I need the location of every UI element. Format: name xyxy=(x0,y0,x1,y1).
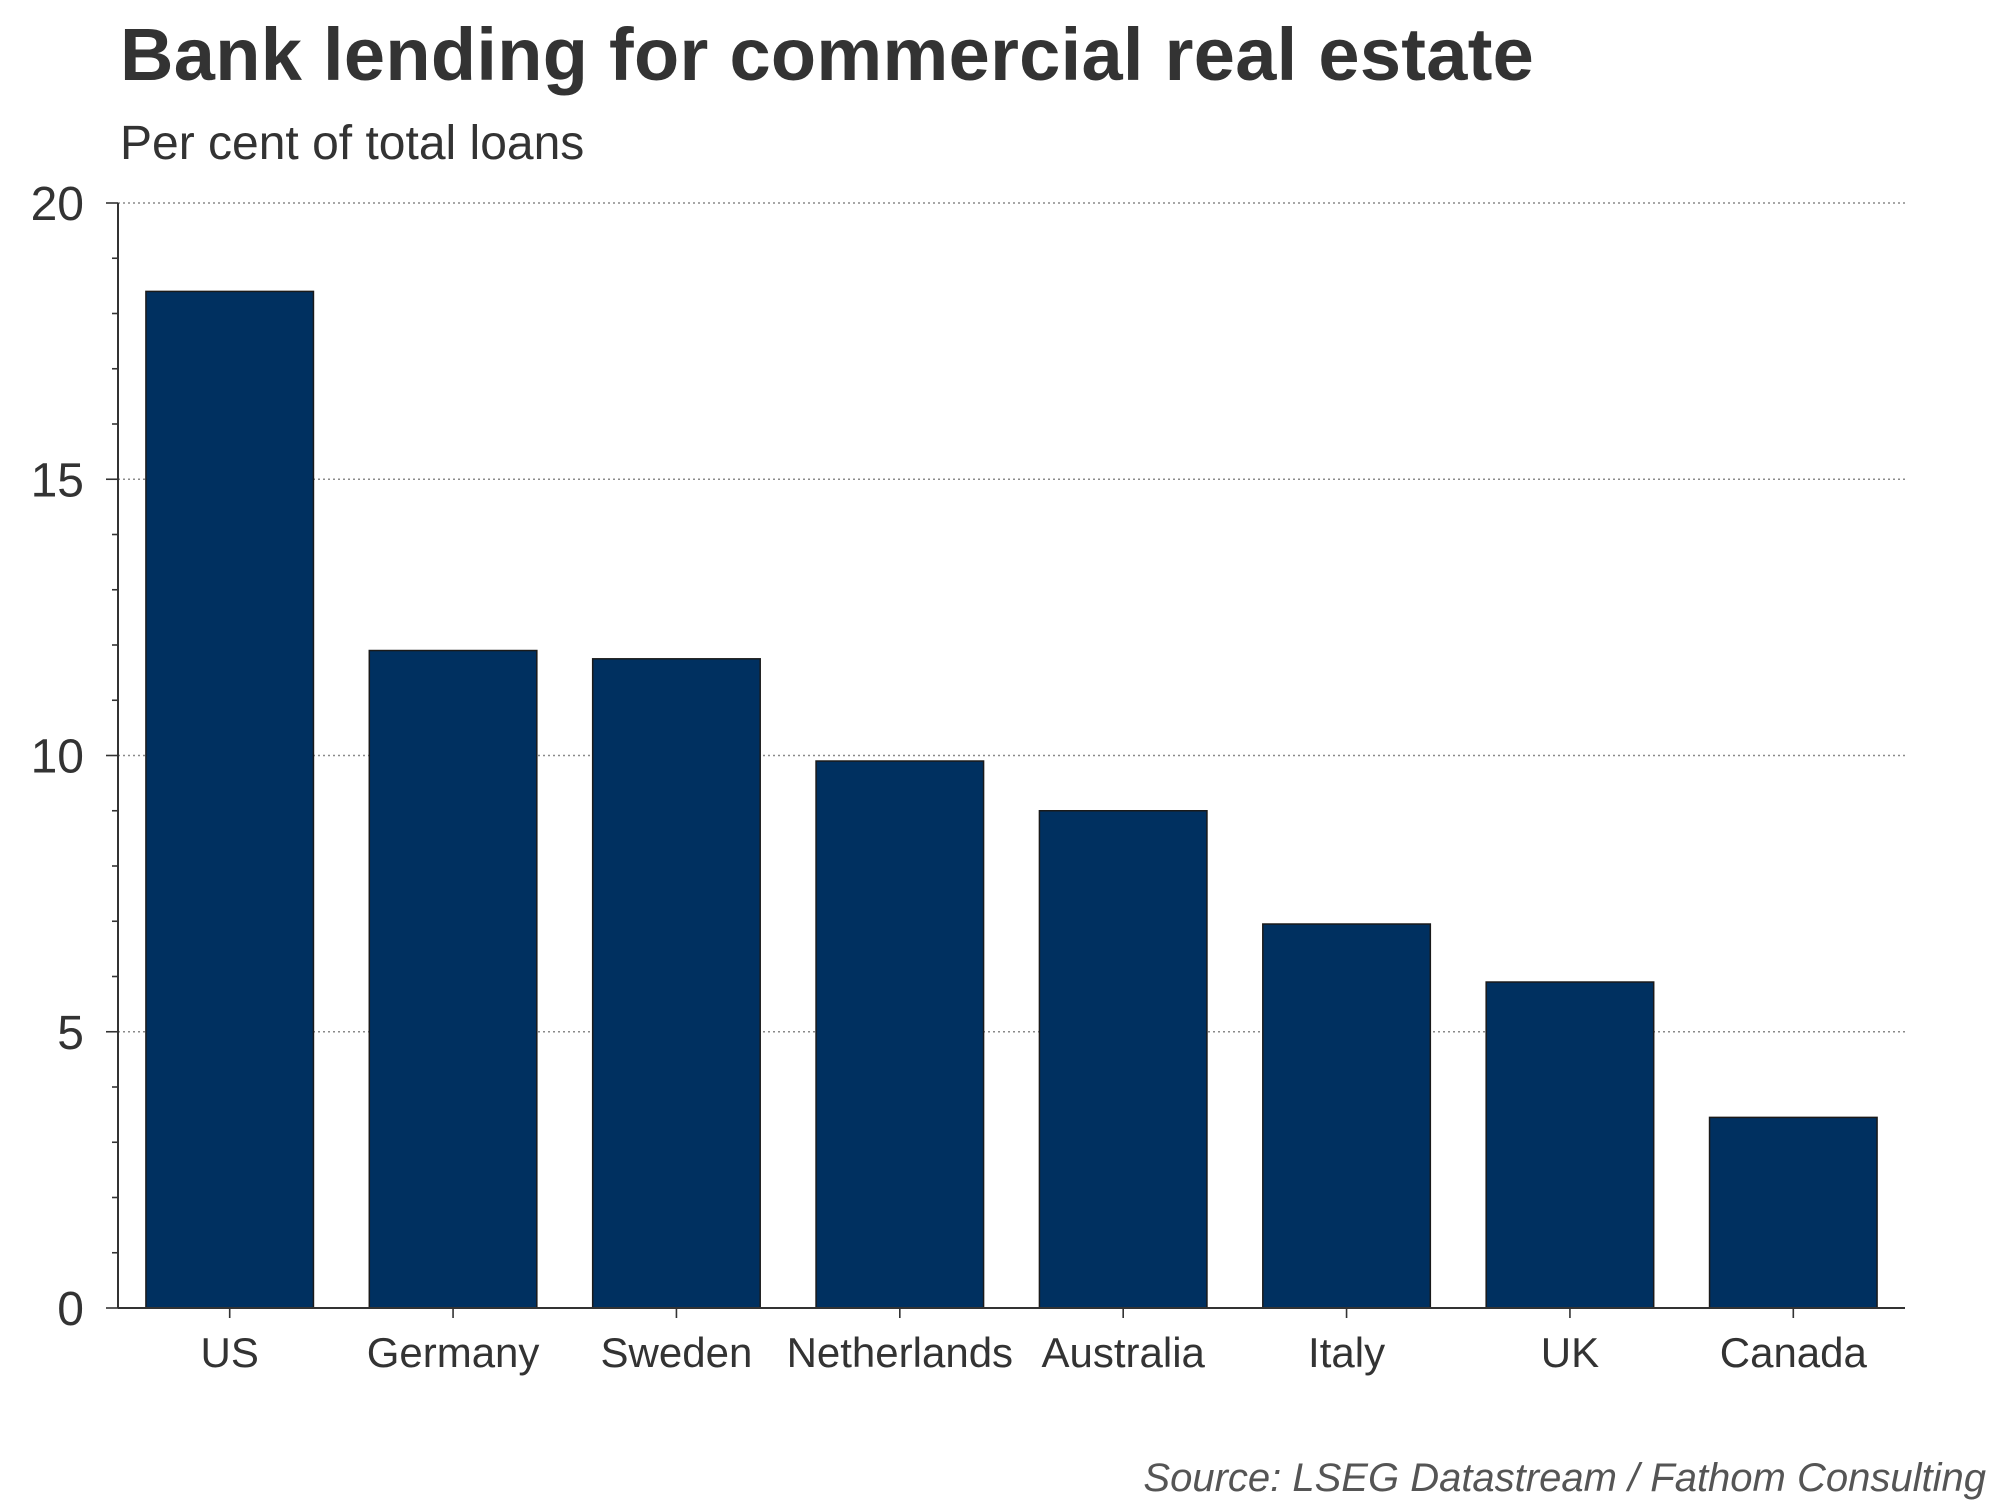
bar-uk xyxy=(1485,981,1655,1309)
y-tick-labels: 0 5 10 15 20 xyxy=(31,178,84,1336)
bar-germany xyxy=(368,649,538,1309)
x-tick-label-italy: Italy xyxy=(1308,1329,1385,1376)
y-tick-label-4: 20 xyxy=(31,178,84,231)
x-tick-label-canada: Canada xyxy=(1720,1329,1868,1376)
x-tick-label-uk: UK xyxy=(1541,1329,1599,1376)
bar-canada xyxy=(1708,1116,1878,1309)
bars xyxy=(145,290,1878,1309)
bar-italy xyxy=(1262,923,1432,1309)
bar-australia xyxy=(1038,810,1208,1309)
bar-us xyxy=(145,290,315,1309)
axes xyxy=(106,202,1905,1318)
x-tick-labels: US Germany Sweden Netherlands Australia Italy… xyxy=(201,1329,1868,1376)
x-tick-label-australia: Australia xyxy=(1041,1329,1205,1376)
bar-sweden xyxy=(591,658,761,1309)
chart-subtitle: Per cent of total loans xyxy=(120,117,585,170)
x-tick-label-sweden: Sweden xyxy=(601,1329,753,1376)
x-tick-label-us: US xyxy=(201,1329,259,1376)
y-tick-label-0: 0 xyxy=(57,1283,84,1336)
y-tick-label-3: 15 xyxy=(31,454,84,507)
source-note: Source: LSEG Datastream / Fathom Consult… xyxy=(1143,1456,1986,1500)
bar-netherlands xyxy=(815,760,985,1309)
x-tick-label-germany: Germany xyxy=(367,1329,540,1376)
y-tick-label-2: 10 xyxy=(31,731,84,784)
y-tick-label-1: 5 xyxy=(57,1007,84,1060)
x-tick-label-netherlands: Netherlands xyxy=(787,1329,1013,1376)
chart-title: Bank lending for commercial real estate xyxy=(120,13,1535,96)
